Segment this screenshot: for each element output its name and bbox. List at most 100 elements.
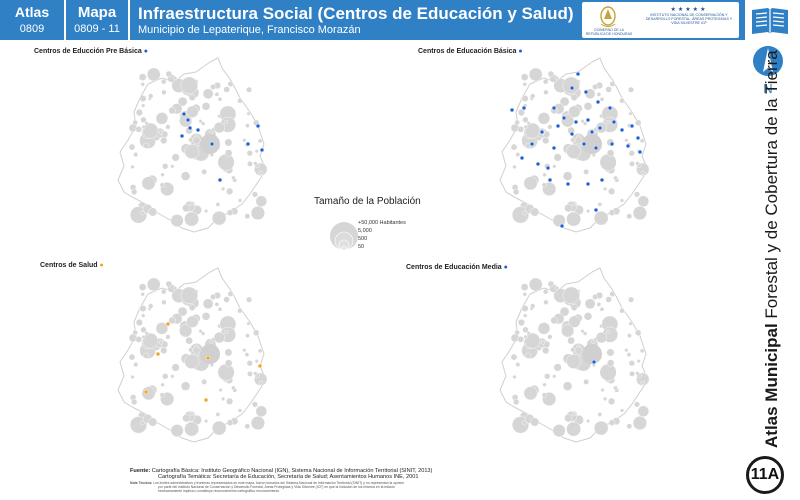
footer-nota-2: por parte del Instituto Nacional de Cons… (158, 484, 396, 489)
center-marker (583, 89, 589, 95)
center-marker (591, 359, 597, 365)
center-marker (607, 105, 613, 111)
center-marker (585, 181, 591, 187)
footer-fuente: Fuente: Cartografía Básica: Instituto Ge… (130, 468, 433, 474)
center-marker (185, 117, 191, 123)
map-basica (499, 57, 650, 233)
legend-item-5000: 5,000 (358, 228, 372, 234)
vertical-title-rest: Forestal y de Cobertura de la Tierra (762, 50, 781, 324)
center-marker (585, 117, 591, 123)
legend-title: Tamaño de la Población (314, 196, 421, 207)
center-marker (629, 123, 635, 129)
panel-label-pre-basica: Centros de Educción Pre Básica ● (34, 48, 148, 55)
north-arrow-icon: N (753, 46, 783, 96)
vertical-title-bold: Atlas Municipal (762, 323, 781, 448)
footer-nota: Nota Técnica: Los límites administrativo… (130, 480, 405, 485)
center-marker (593, 145, 599, 151)
panel-label-salud: Centros de Salud ● (40, 262, 104, 269)
center-marker (203, 397, 209, 403)
mapa-cell: Mapa 0809 - 11 (66, 0, 130, 40)
blue-dot-icon: ● (518, 48, 523, 55)
center-marker (575, 71, 581, 77)
center-marker (545, 165, 551, 171)
center-marker (599, 177, 605, 183)
atlas-code: 0809 (19, 23, 45, 35)
center-marker (569, 85, 575, 91)
center-marker (625, 143, 631, 149)
settlement-circles (510, 277, 650, 438)
page-subtitle: Municipio de Lepaterique, Francisco Mora… (138, 24, 361, 36)
map-pre-basica (117, 57, 268, 233)
page-title: Infraestructura Social (Centros de Educa… (138, 4, 574, 23)
map-salud (117, 267, 268, 443)
center-marker (209, 141, 215, 147)
center-marker (561, 115, 567, 121)
center-marker (609, 141, 615, 147)
settlement-circles (128, 67, 268, 228)
center-marker (245, 141, 251, 147)
center-marker (187, 125, 193, 131)
center-marker (539, 129, 545, 135)
gov-logo-text: GOBIERNO DE LA REPÚBLICA DE HONDURAS (585, 28, 633, 36)
honduras-seal-icon (600, 6, 616, 27)
center-marker (529, 141, 535, 147)
center-marker (619, 127, 625, 133)
center-marker (611, 119, 617, 125)
population-size-legend-icon (330, 222, 358, 251)
settlement-circles (128, 277, 268, 438)
center-marker (535, 161, 541, 167)
legend-item-50000: +50,000 Habitantes (358, 220, 406, 226)
center-marker (589, 129, 595, 135)
legend-item-50: 50 (358, 244, 365, 250)
north-letter: N (763, 81, 772, 96)
center-marker (581, 141, 587, 147)
center-marker (205, 355, 211, 361)
center-marker (547, 177, 553, 183)
center-marker (569, 131, 575, 137)
center-marker (555, 123, 561, 129)
panel-label-media: Centros de Educación Media ● (406, 264, 508, 271)
center-marker (255, 123, 261, 129)
mapa-label: Mapa (77, 4, 117, 21)
center-marker (143, 389, 149, 395)
center-marker (521, 105, 527, 111)
center-marker (565, 181, 571, 187)
blue-dot-icon: ● (143, 48, 148, 55)
orange-dot-icon: ● (99, 262, 104, 269)
atlas-cell: Atlas 0809 (0, 0, 66, 40)
center-marker (195, 127, 201, 133)
center-marker (217, 177, 223, 183)
icf-logo: ★★★★★ INSTITUTO NACIONAL DE CONSERVACIÓN… (642, 6, 736, 26)
map-media (499, 267, 650, 443)
logos-box: GOBIERNO DE LA REPÚBLICA DE HONDURAS ★★★… (582, 2, 739, 38)
center-marker (573, 119, 579, 125)
blue-dot-icon: ● (503, 264, 508, 271)
mapa-code: 0809 - 11 (74, 23, 120, 35)
center-marker (635, 135, 641, 141)
page-badge: 11A (746, 456, 784, 494)
footer-line2: Cartografía Temática: Secretaría de Educ… (158, 474, 419, 481)
center-marker (593, 207, 599, 213)
center-marker (551, 105, 557, 111)
center-marker (637, 149, 643, 155)
footer-sources: Fuente: Cartografía Básica: Instituto Ge… (130, 468, 730, 493)
center-marker (181, 111, 187, 117)
center-marker (519, 155, 525, 161)
center-marker (559, 223, 565, 229)
footer-nota-3: necesariamente implica o constituye reco… (158, 488, 281, 493)
center-marker (259, 147, 265, 153)
legend-item-500: 500 (358, 236, 368, 242)
panel-label-basica: Centros de Educación Básica ● (418, 48, 523, 55)
center-marker (257, 363, 263, 369)
atlas-label: Atlas (14, 4, 50, 20)
stars-icon: ★★★★★ (670, 7, 708, 13)
center-marker (165, 321, 171, 327)
center-marker (509, 107, 515, 113)
header-bar: Atlas 0809 Mapa 0809 - 11 Infraestructur… (0, 0, 745, 40)
center-marker (551, 145, 557, 151)
center-marker (597, 125, 603, 131)
atlas-vertical-title: Atlas Municipal Forestal y de Cobertura … (762, 50, 782, 448)
center-marker (155, 351, 161, 357)
center-marker (179, 133, 185, 139)
open-book-icon (752, 8, 788, 34)
